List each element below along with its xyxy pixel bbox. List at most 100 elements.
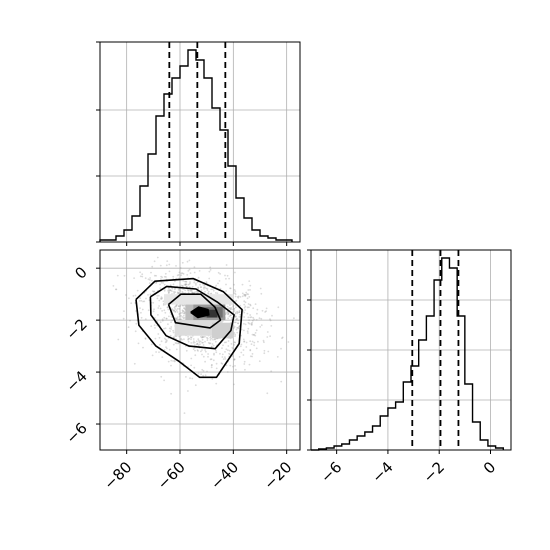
scatter-point	[175, 318, 178, 321]
scatter-point	[127, 297, 130, 300]
scatter-point	[236, 327, 239, 329]
scatter-point	[177, 289, 180, 291]
scatter-point	[140, 316, 143, 319]
scatter-point	[264, 311, 266, 313]
scatter-point	[164, 272, 167, 275]
scatter-point	[225, 341, 228, 344]
scatter-point	[184, 284, 187, 287]
scatter-point	[248, 296, 251, 298]
scatter-point	[192, 342, 195, 344]
x-tick-label: −60	[154, 458, 189, 493]
scatter-point	[167, 292, 170, 294]
scatter-point	[239, 296, 242, 298]
scatter-point	[197, 372, 200, 375]
scatter-point	[215, 284, 218, 287]
scatter-point	[224, 351, 226, 353]
scatter-point	[214, 340, 217, 343]
scatter-point	[260, 317, 263, 320]
scatter-point	[172, 309, 175, 311]
scatter-point	[250, 316, 253, 318]
scatter-point	[244, 301, 247, 304]
scatter-point	[287, 341, 290, 343]
scatter-point	[159, 321, 162, 324]
scatter-point	[196, 281, 199, 284]
scatter-point	[232, 355, 234, 358]
scatter-point	[232, 365, 234, 368]
scatter-point	[191, 285, 194, 288]
scatter-point	[202, 344, 205, 346]
scatter-point	[175, 265, 177, 267]
scatter-point	[234, 295, 237, 298]
scatter-point	[244, 293, 247, 296]
scatter-point	[236, 312, 239, 315]
scatter-point	[181, 285, 184, 287]
scatter-point	[244, 295, 247, 298]
scatter-point	[189, 272, 192, 274]
scatter-point	[253, 341, 256, 344]
scatter-point	[154, 317, 156, 319]
scatter-point	[204, 335, 206, 338]
scatter-point	[240, 351, 243, 354]
scatter-point	[196, 290, 198, 293]
scatter-point	[243, 322, 245, 325]
scatter-point	[185, 280, 187, 283]
scatter-point	[243, 316, 246, 318]
scatter-point	[236, 331, 239, 334]
scatter-point	[214, 338, 216, 340]
scatter-point	[269, 335, 271, 338]
scatter-point	[165, 264, 168, 267]
scatter-point	[169, 334, 172, 337]
scatter-point	[223, 341, 226, 344]
scatter-point	[210, 337, 213, 340]
scatter-point	[234, 271, 236, 274]
scatter-point	[180, 272, 183, 275]
scatter-point	[228, 353, 231, 356]
scatter-point	[172, 336, 175, 339]
scatter-point	[204, 374, 207, 377]
contour-lines	[135, 277, 243, 379]
scatter-point	[266, 336, 269, 338]
scatter-point	[247, 321, 250, 324]
scatter-point	[248, 322, 251, 325]
scatter-point	[194, 354, 197, 357]
scatter-point	[193, 341, 196, 344]
scatter-point	[224, 356, 226, 359]
scatter-point	[183, 307, 186, 310]
scatter-point	[183, 312, 186, 314]
scatter-point	[175, 348, 178, 351]
scatter-point	[188, 268, 191, 271]
scatter-point	[187, 270, 190, 272]
scatter-point	[215, 367, 218, 370]
scatter-point	[233, 310, 236, 312]
scatter-point	[181, 338, 183, 341]
scatter-point	[225, 311, 228, 314]
scatter-point	[188, 283, 191, 286]
scatter-point	[123, 310, 125, 312]
scatter-point	[251, 322, 254, 324]
scatter-point	[173, 290, 175, 293]
scatter-point	[276, 356, 279, 358]
scatter-point	[206, 339, 209, 341]
scatter-point	[177, 305, 180, 308]
scatter-point	[193, 279, 196, 282]
scatter-point	[176, 316, 179, 319]
scatter-point	[187, 390, 189, 392]
scatter-point	[207, 292, 209, 295]
scatter-point	[171, 287, 174, 290]
scatter-point	[151, 290, 154, 293]
scatter-point	[164, 338, 167, 341]
scatter-point	[179, 312, 182, 314]
scatter-point	[176, 274, 179, 277]
scatter-point	[258, 360, 261, 363]
scatter-point	[227, 345, 230, 347]
scatter-point	[174, 310, 177, 313]
scatter-point	[178, 335, 181, 338]
scatter-point	[174, 335, 177, 338]
scatter-point	[152, 310, 155, 313]
scatter-point	[225, 364, 228, 367]
scatter-point	[244, 368, 246, 371]
scatter-point	[157, 294, 160, 297]
scatter-point	[219, 273, 222, 275]
scatter-point	[201, 338, 204, 341]
scatter-point	[234, 316, 237, 318]
